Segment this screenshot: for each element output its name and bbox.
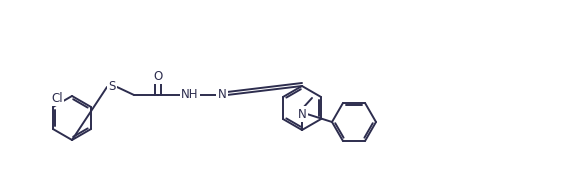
Text: N: N <box>218 88 226 101</box>
Text: O: O <box>153 69 162 82</box>
Text: S: S <box>108 81 116 94</box>
Text: NH: NH <box>181 88 199 101</box>
Text: Cl: Cl <box>51 92 63 105</box>
Text: N: N <box>298 107 306 120</box>
